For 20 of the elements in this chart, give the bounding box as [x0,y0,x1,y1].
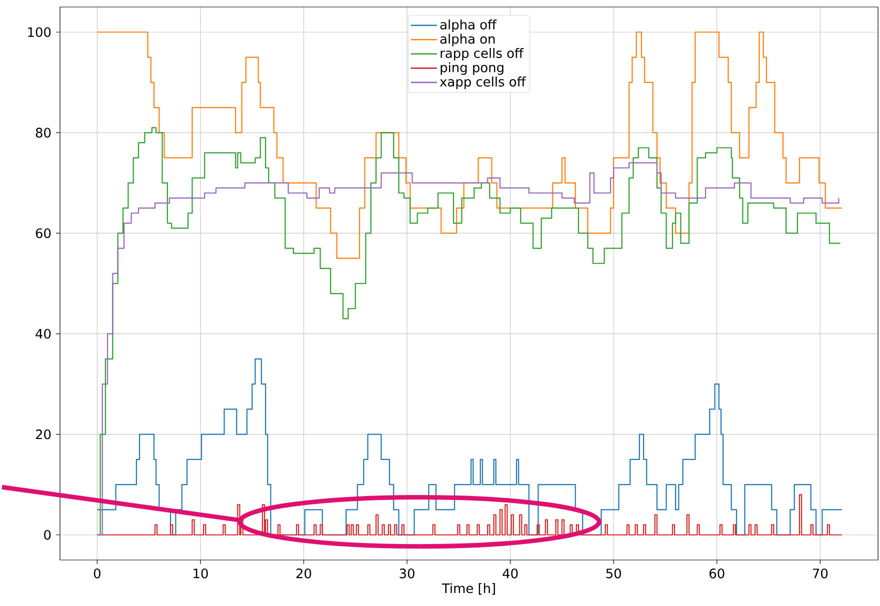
y-tick-label: 0 [44,530,51,540]
x-axis-title: Time [h] [442,583,495,595]
y-tick-label: 60 [36,228,51,238]
legend-label: rapp cells off [440,48,524,61]
x-tick-label: 0 [94,568,100,578]
y-tick-label: 100 [28,27,51,38]
y-tick-label: 40 [36,328,51,339]
legend-label: ping pong [440,62,504,75]
x-tick-label: 30 [400,568,414,578]
x-tick-label: 70 [812,568,828,578]
y-tick-label: 20 [36,429,51,440]
x-tick-label: 60 [710,568,724,578]
x-tick-label: 50 [606,568,621,578]
x-tick-label: 40 [502,568,518,578]
x-tick-label: 10 [194,568,208,578]
legend-label: alpha off [440,19,497,32]
legend-label: xapp cells off [440,76,526,90]
legend-label: alpha on [440,34,495,46]
x-tick-label: 20 [296,568,312,578]
y-tick-label: 80 [36,128,51,138]
